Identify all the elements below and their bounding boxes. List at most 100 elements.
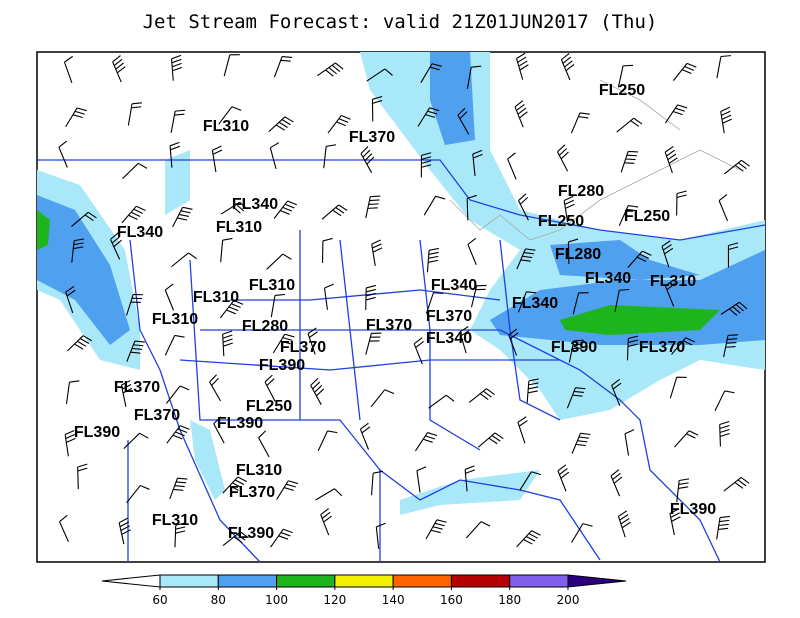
- wind-barb: [467, 237, 477, 265]
- wind-barb: [276, 480, 299, 500]
- flight-level-label: FL370: [426, 308, 472, 325]
- wind-barb: [526, 378, 539, 403]
- wind-barb: [270, 528, 293, 548]
- wind-barb: [719, 420, 730, 447]
- wind-barb: [273, 56, 293, 78]
- wind-barb: [714, 390, 735, 411]
- wind-barb: [570, 112, 590, 134]
- wind-barb: [518, 193, 529, 221]
- wind-barb: [718, 194, 729, 222]
- flight-level-label: FL280: [242, 318, 288, 335]
- wind-barb: [272, 333, 295, 354]
- wind-barb: [618, 205, 639, 226]
- wind-barb: [222, 330, 233, 357]
- flight-level-label: FL310: [650, 273, 696, 290]
- flight-level-label: FL340: [512, 295, 558, 312]
- wind-barb: [571, 523, 593, 543]
- wind-barb: [370, 389, 395, 408]
- wind-barb: [321, 237, 333, 263]
- wind-barb: [258, 430, 270, 458]
- wind-barb: [566, 387, 586, 409]
- colorbar-label: 200: [557, 593, 580, 607]
- wind-barb: [716, 55, 731, 79]
- wind-barb: [213, 416, 225, 444]
- wind-barb: [457, 107, 470, 135]
- flight-level-label: FL310: [216, 219, 262, 236]
- flight-level-label: FL250: [599, 82, 645, 99]
- wind-barb: [315, 488, 343, 501]
- flight-level-labels: FL250 FL310 FL370 FL280 FL250 FL250 FL340 FL310…: [74, 82, 716, 542]
- wind-barb: [572, 292, 589, 315]
- wind-barb: [727, 242, 739, 268]
- wind-barb: [414, 432, 438, 452]
- wind-barb: [123, 432, 149, 449]
- wind-barb: [723, 334, 738, 358]
- colorbar-label: 60: [152, 593, 167, 607]
- wind-barb: [121, 205, 146, 224]
- colorbar-segment: [276, 574, 336, 588]
- wind-barb: [169, 141, 180, 168]
- wind-barb: [420, 63, 442, 83]
- wind-barb: [426, 247, 440, 273]
- wind-barb: [617, 64, 634, 88]
- wind-barb: [466, 194, 477, 221]
- wind-barb: [58, 140, 68, 168]
- wind-barb: [464, 465, 475, 492]
- wind-barb: [664, 279, 676, 307]
- wind-barb: [365, 332, 382, 355]
- jet-shading: [37, 52, 765, 515]
- flight-level-label: FL370: [349, 129, 395, 146]
- wind-barb: [166, 425, 190, 444]
- wind-barb: [209, 374, 222, 402]
- wind-barb: [477, 432, 504, 448]
- wind-barb: [720, 301, 748, 316]
- wind-barb: [273, 200, 298, 219]
- wind-barbs: [58, 52, 750, 549]
- flight-level-label: FL370: [114, 379, 160, 396]
- wind-barb: [365, 195, 381, 219]
- colorbar-high: [567, 574, 627, 588]
- wind-barb: [127, 102, 142, 126]
- wind-barb: [109, 232, 122, 260]
- flight-level-label: FL340: [585, 270, 631, 287]
- colorbar-segment: [392, 574, 452, 588]
- flight-level-label: FL390: [259, 357, 305, 374]
- wind-barb: [567, 238, 579, 264]
- wind-barb: [375, 522, 386, 549]
- wind-barb: [66, 335, 93, 352]
- flight-level-label: FL310: [236, 462, 282, 479]
- wind-barb: [219, 300, 244, 319]
- wind-barb: [723, 477, 750, 492]
- wind-barb: [269, 142, 280, 170]
- wind-barb: [568, 339, 584, 363]
- wind-barb: [425, 292, 444, 314]
- flight-level-label: FL280: [555, 246, 601, 263]
- wind-barb: [508, 328, 519, 356]
- flight-level-label: FL340: [431, 277, 477, 294]
- wind-barb: [416, 466, 427, 493]
- wind-barb: [516, 530, 541, 548]
- flight-level-label: FL370: [280, 339, 326, 356]
- wind-barb: [323, 283, 334, 310]
- wind-barb: [118, 517, 131, 545]
- wind-barb: [671, 337, 696, 355]
- flight-level-label: FL310: [203, 118, 249, 135]
- wind-barb: [664, 145, 678, 174]
- wind-barb: [126, 340, 145, 362]
- wind-barb: [423, 195, 446, 216]
- wind-barb: [64, 429, 76, 457]
- colorbar-segment: [334, 574, 394, 588]
- wind-barb: [65, 286, 76, 314]
- colorbar-segment: [159, 574, 219, 588]
- wind-barb: [371, 470, 384, 496]
- wind-barb: [472, 149, 483, 177]
- wind-barb: [126, 485, 150, 504]
- wind-barb: [571, 432, 591, 454]
- wind-barb: [514, 100, 528, 128]
- wind-barb: [676, 190, 687, 216]
- wind-barb: [664, 104, 688, 124]
- colorbar-low: [101, 574, 161, 588]
- wind-barb: [112, 55, 126, 83]
- wind-barb: [268, 116, 294, 133]
